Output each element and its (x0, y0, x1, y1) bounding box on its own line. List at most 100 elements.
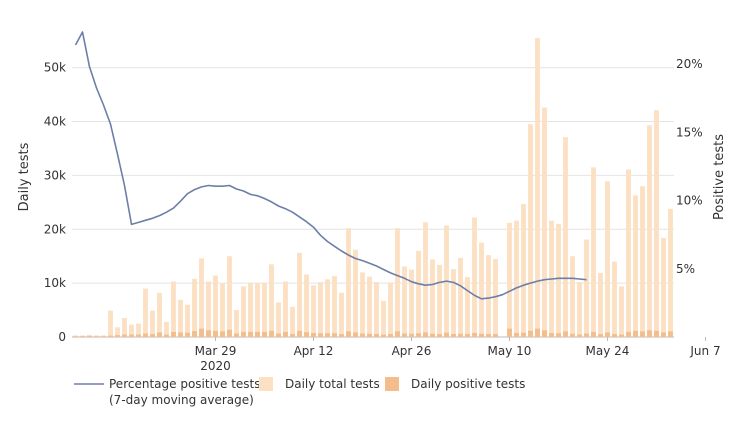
bar-daily-total (129, 324, 134, 337)
bar-daily-positive (192, 331, 197, 337)
left-axis-ticks: 0 10k 20k 30k 40k 50k (44, 61, 66, 344)
bar-daily-total (423, 222, 428, 337)
bar-daily-positive (535, 328, 540, 337)
left-tick-label: 50k (44, 61, 66, 75)
bar-daily-positive (262, 331, 267, 337)
bar-daily-positive (458, 333, 463, 337)
bar-daily-total (402, 266, 407, 337)
bar-daily-total (493, 258, 498, 337)
bar-daily-positive (311, 332, 316, 337)
bar-daily-total (612, 261, 617, 337)
bar-daily-positive (304, 332, 309, 337)
bar-daily-positive (409, 333, 414, 337)
bar-daily-total (311, 285, 316, 337)
bar-daily-positive (164, 334, 169, 337)
bar-daily-positive (199, 328, 204, 337)
bar-daily-positive (332, 333, 337, 337)
bar-daily-positive (556, 333, 561, 337)
bar-daily-positive (493, 334, 498, 337)
bar-daily-positive (430, 333, 435, 337)
bar-daily-positive (388, 334, 393, 337)
bar-daily-positive (129, 334, 134, 337)
total-tests-bars (73, 38, 673, 338)
bar-daily-positive (437, 334, 442, 337)
bar-daily-total (346, 228, 351, 337)
left-tick-label: 20k (44, 222, 66, 236)
bar-daily-total (542, 107, 547, 337)
bar-daily-total (164, 321, 169, 337)
bar-daily-positive (598, 334, 603, 337)
bar-daily-total (290, 306, 295, 337)
bar-daily-total (318, 282, 323, 337)
bar-daily-total (136, 323, 141, 337)
left-tick-label: 0 (58, 330, 66, 344)
bar-daily-positive (528, 330, 533, 337)
bar-daily-total (591, 167, 596, 337)
bar-daily-positive (339, 334, 344, 337)
positive-tests-bars (73, 328, 673, 337)
bar-daily-positive (514, 332, 519, 337)
left-tick-label: 10k (44, 276, 66, 290)
legend-swatch-daily-total (259, 377, 273, 391)
bar-daily-positive (269, 330, 274, 337)
bar-daily-total (556, 223, 561, 337)
bar-daily-positive (150, 334, 155, 337)
bar-daily-positive (367, 333, 372, 337)
left-axis-title: Daily tests (17, 142, 32, 211)
bar-daily-positive (402, 333, 407, 337)
bar-daily-positive (206, 330, 211, 337)
bar-daily-total (325, 279, 330, 337)
bar-daily-total (570, 256, 575, 337)
percentage-line-layer (74, 31, 587, 300)
bar-daily-total (472, 217, 477, 337)
left-tick-label: 30k (44, 168, 66, 182)
bar-daily-total (563, 137, 568, 337)
bar-daily-total (647, 125, 652, 338)
legend-label-daily-total: Daily total tests (285, 377, 380, 391)
bar-daily-positive (325, 333, 330, 337)
bar-daily-positive (346, 331, 351, 337)
bar-daily-total (227, 256, 232, 337)
bar-daily-total (430, 259, 435, 337)
legend: Percentage positive tests (7-day moving … (74, 377, 525, 407)
bar-daily-total (661, 237, 666, 337)
bar-daily-positive (178, 332, 183, 337)
bar-daily-total (451, 269, 456, 337)
bar-daily-total (654, 110, 659, 337)
bar-daily-total (108, 310, 113, 337)
bar-daily-positive (213, 330, 218, 337)
x-tick-sublabel: 2020 (200, 359, 231, 373)
bar-daily-total (577, 282, 582, 337)
bar-daily-positive (80, 336, 85, 337)
bar-daily-total (367, 276, 372, 337)
bar-daily-total (339, 292, 344, 337)
bar-daily-total (507, 222, 512, 337)
right-tick-label: 15% (676, 125, 703, 139)
percentage-positive-line (74, 31, 587, 300)
bar-daily-positive (101, 336, 106, 337)
x-tick-label: May 24 (586, 344, 630, 358)
bar-daily-positive (87, 335, 92, 337)
bar-daily-positive (521, 332, 526, 337)
bar-daily-positive (227, 329, 232, 337)
bar-daily-positive (668, 331, 673, 337)
bar-daily-total (220, 283, 225, 337)
bar-daily-total (87, 334, 92, 337)
x-tick-label: Apr 12 (294, 344, 334, 358)
x-tick-label: Jun 7 (689, 344, 720, 358)
bar-daily-total (115, 327, 120, 337)
bar-daily-positive (374, 334, 379, 337)
bar-daily-total (143, 288, 148, 337)
bar-daily-total (381, 300, 386, 337)
right-tick-label: 5% (676, 262, 695, 276)
bar-daily-positive (444, 332, 449, 337)
bar-daily-positive (647, 330, 652, 337)
bar-daily-total (465, 277, 470, 337)
bar-daily-total (297, 252, 302, 337)
bar-daily-positive (472, 332, 477, 337)
bar-daily-total (192, 278, 197, 337)
bar-daily-positive (381, 334, 386, 337)
bar-daily-positive (353, 332, 358, 337)
right-tick-label: 20% (676, 57, 703, 71)
bar-daily-positive (584, 333, 589, 337)
